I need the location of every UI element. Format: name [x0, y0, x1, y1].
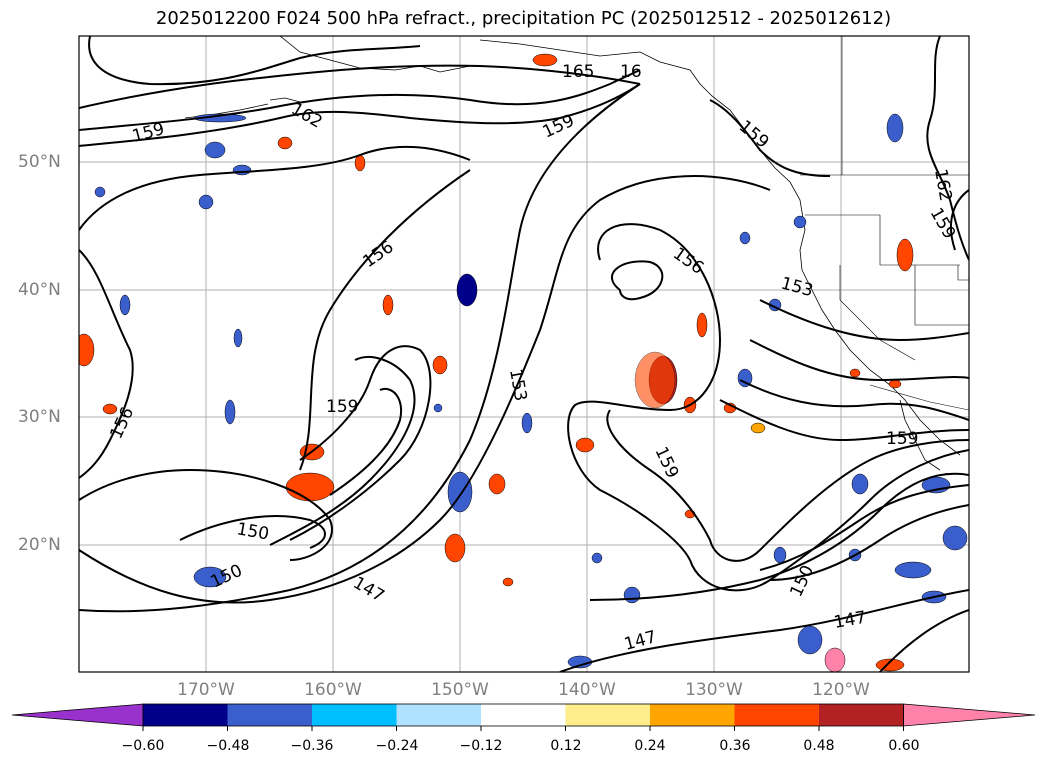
colorbar-extend-low — [11, 703, 144, 727]
colorbar-tick-label: 0.12 — [550, 738, 582, 754]
contour-lines — [79, 36, 969, 672]
plot-area — [79, 36, 969, 672]
lat-label-30n: 30°N — [18, 407, 61, 427]
colorbar-tick-label: 0.24 — [634, 738, 666, 754]
colorbar-tick-label: 0.48 — [803, 738, 835, 754]
colorbar-tick-label: −0.48 — [206, 738, 250, 754]
lon-label-130w: 130°W — [685, 680, 743, 700]
lon-label-150w: 150°W — [431, 680, 489, 700]
colorbar-tick-label: −0.12 — [459, 738, 503, 754]
lon-label-140w: 140°W — [558, 680, 616, 700]
colorbar-segment — [143, 704, 228, 726]
lat-label-40n: 40°N — [18, 280, 61, 300]
coastlines — [184, 36, 961, 471]
lon-label-160w: 160°W — [304, 680, 362, 700]
borders — [800, 36, 969, 411]
map-title: 2025012200 F024 500 hPa refract., precip… — [155, 8, 892, 29]
colorbar-tick-label: −0.36 — [290, 738, 334, 754]
colorbar-segment — [396, 704, 481, 726]
contour-label: 165 — [562, 62, 594, 82]
contour-label: 16 — [620, 62, 642, 82]
colorbar-segment — [227, 704, 312, 726]
colorbar — [11, 703, 1036, 731]
colorbar-segment — [481, 704, 566, 726]
colorbar-segment — [734, 704, 819, 726]
lat-label-20n: 20°N — [18, 535, 61, 555]
colorbar-extend-high — [903, 703, 1036, 727]
colorbar-segment — [565, 704, 650, 726]
plot-frame — [78, 35, 970, 673]
lon-label-170w: 170°W — [177, 680, 235, 700]
colorbar-tick-label: 0.36 — [719, 738, 751, 754]
colorbar-tick-label: 0.60 — [888, 738, 920, 754]
colorbar-tick-label: −0.24 — [375, 738, 419, 754]
lon-label-120w: 120°W — [812, 680, 870, 700]
colorbar-frame — [142, 703, 904, 727]
contour-label: 159 — [326, 397, 358, 417]
colorbar-segment — [650, 704, 735, 726]
colorbar-segment — [312, 704, 397, 726]
colorbar-tick-label: −0.60 — [121, 738, 165, 754]
lat-label-50n: 50°N — [18, 152, 61, 172]
colorbar-segment — [819, 704, 904, 726]
contour-label: 159 — [886, 429, 918, 449]
